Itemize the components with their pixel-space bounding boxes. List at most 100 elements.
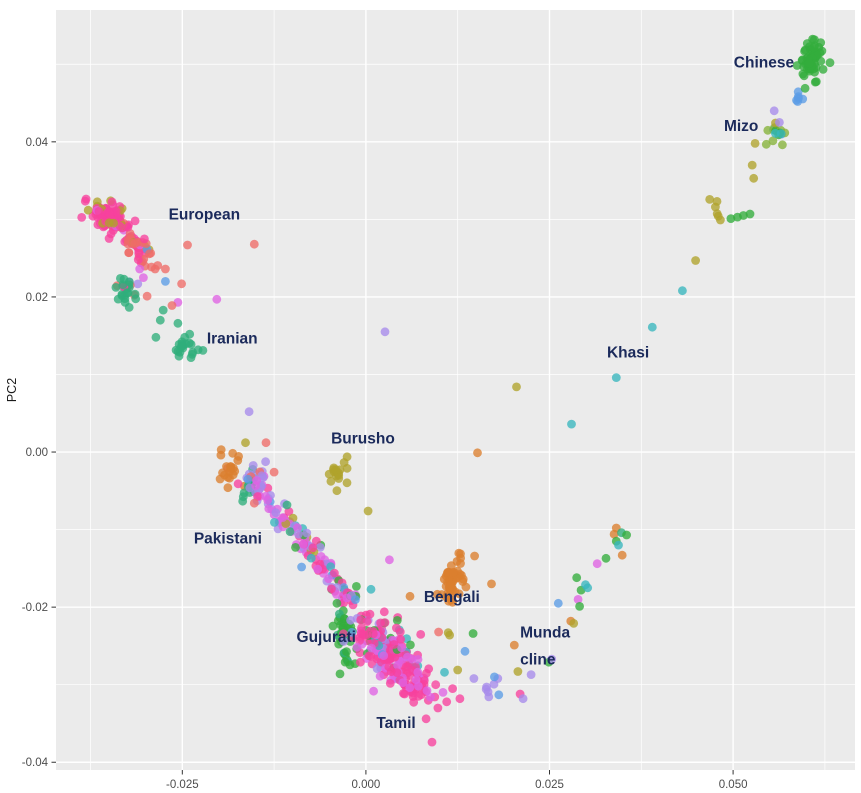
- data-point: [135, 264, 145, 274]
- data-point: [456, 549, 465, 559]
- data-point: [249, 498, 259, 508]
- data-point: [294, 529, 303, 539]
- data-point: [223, 483, 233, 493]
- data-point: [140, 234, 149, 244]
- data-point: [384, 662, 394, 672]
- data-point: [808, 34, 817, 44]
- data-point: [185, 329, 195, 339]
- data-point: [122, 288, 132, 298]
- data-point: [800, 45, 810, 55]
- data-point: [130, 216, 140, 226]
- data-point: [431, 680, 441, 690]
- data-point: [244, 407, 254, 417]
- data-point: [440, 667, 449, 677]
- cluster-label-line: Bengali: [424, 589, 480, 606]
- data-point: [446, 595, 456, 605]
- data-point: [142, 291, 152, 301]
- data-point: [104, 218, 114, 228]
- data-point: [347, 627, 357, 637]
- cluster-label-line: Pakistani: [194, 531, 262, 548]
- data-point: [123, 222, 133, 232]
- data-point: [127, 238, 137, 248]
- data-point: [249, 239, 259, 249]
- data-point: [800, 83, 810, 93]
- data-point: [161, 264, 170, 274]
- data-point: [356, 657, 365, 667]
- data-point: [335, 669, 345, 679]
- data-point: [339, 629, 348, 639]
- data-point: [261, 457, 270, 467]
- x-tick-label: 0.050: [719, 779, 748, 791]
- data-point: [792, 95, 801, 105]
- data-point: [297, 562, 306, 572]
- data-point: [116, 274, 125, 283]
- data-point: [405, 683, 415, 692]
- data-point: [375, 671, 385, 681]
- data-point: [481, 684, 491, 694]
- data-point: [442, 697, 452, 707]
- data-point: [572, 573, 582, 583]
- data-point: [357, 623, 366, 633]
- data-point: [218, 468, 227, 478]
- data-point: [414, 681, 423, 691]
- cluster-label-line: Chinese: [734, 54, 795, 71]
- cluster-label: European: [169, 206, 240, 223]
- data-point: [445, 630, 454, 640]
- data-point: [83, 205, 93, 215]
- data-point: [439, 574, 449, 584]
- points-layer: [77, 34, 835, 747]
- data-point: [133, 279, 143, 289]
- data-point: [106, 229, 116, 239]
- cluster-label: Chinese: [734, 54, 795, 71]
- data-point: [453, 665, 463, 675]
- data-point: [352, 642, 362, 652]
- data-point: [518, 694, 528, 704]
- data-point: [158, 305, 168, 315]
- data-point: [611, 373, 621, 382]
- data-point: [324, 574, 333, 584]
- data-point: [177, 279, 187, 289]
- cluster-label: Tamil: [376, 715, 415, 732]
- data-point: [188, 347, 198, 357]
- data-point: [80, 196, 90, 206]
- data-point: [468, 629, 478, 638]
- data-point: [120, 298, 130, 307]
- data-point: [94, 207, 104, 216]
- data-point: [291, 543, 300, 552]
- data-point: [124, 248, 134, 257]
- cluster-label: Bengali: [424, 589, 480, 606]
- data-point: [330, 568, 339, 578]
- data-point: [105, 209, 114, 218]
- data-point: [278, 513, 287, 522]
- data-point: [77, 213, 87, 222]
- data-point: [406, 640, 415, 650]
- data-point: [342, 593, 352, 603]
- data-point: [380, 327, 390, 337]
- data-point: [547, 654, 557, 664]
- cluster-label: Iranian: [207, 331, 258, 348]
- data-point: [216, 445, 226, 455]
- data-point: [455, 694, 465, 704]
- data-point: [331, 465, 341, 475]
- data-point: [252, 476, 262, 485]
- data-point: [405, 591, 415, 601]
- cluster-label-line: Khasi: [607, 345, 649, 362]
- data-point: [269, 467, 279, 477]
- data-point: [810, 77, 820, 87]
- data-point: [739, 211, 748, 220]
- data-point: [131, 294, 141, 304]
- data-point: [512, 382, 521, 392]
- data-point: [285, 527, 295, 536]
- data-point: [473, 448, 482, 458]
- data-point: [454, 589, 464, 599]
- data-point: [421, 714, 431, 724]
- data-point: [366, 652, 375, 661]
- data-point: [678, 286, 687, 296]
- annotations-layer: European Iranian Chinese Mizo Khasi Burusho Pa…: [169, 54, 795, 732]
- data-point: [167, 301, 177, 310]
- data-point: [490, 672, 499, 682]
- data-point: [270, 518, 279, 527]
- data-point: [379, 607, 389, 617]
- data-point: [107, 197, 117, 207]
